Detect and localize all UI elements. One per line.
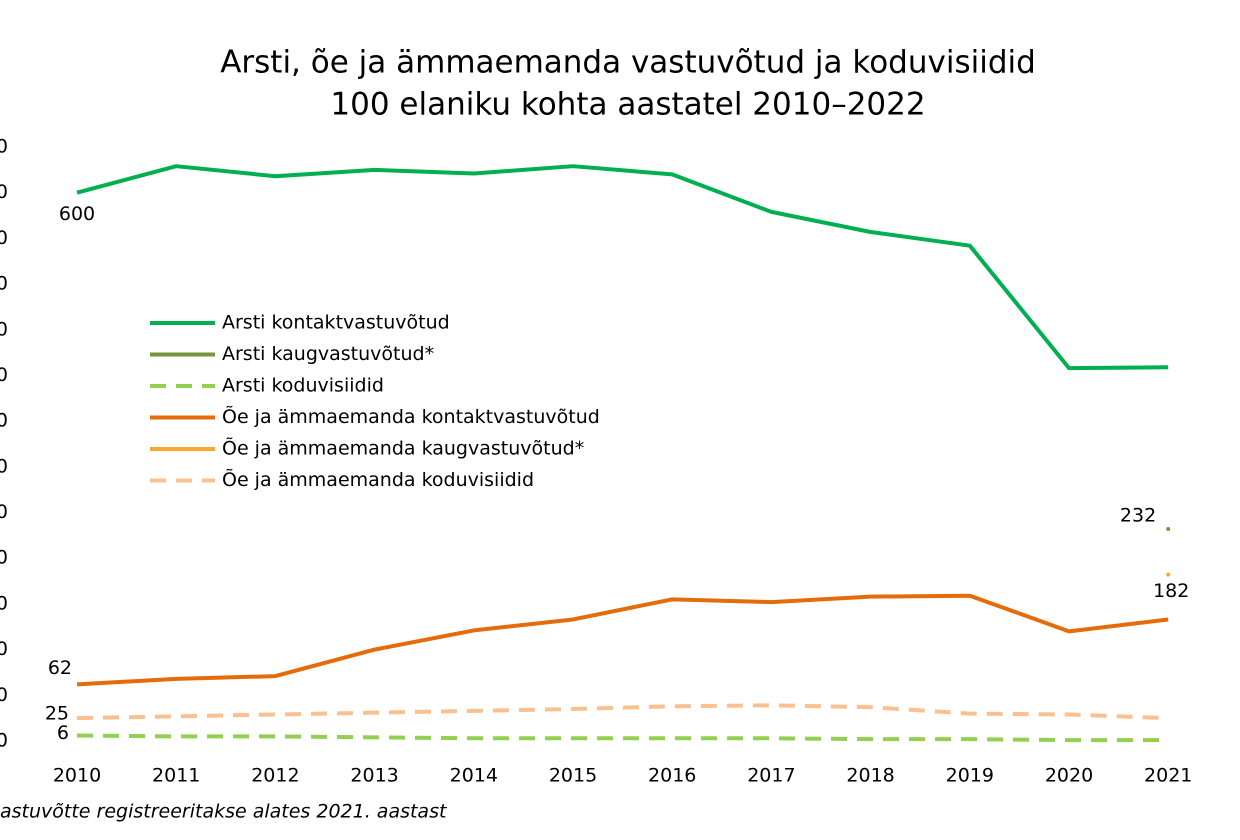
x-tick-label: 2021 (1144, 765, 1192, 787)
series-line (76, 703, 1169, 721)
data-label: 182 (1153, 580, 1189, 602)
y-tick-label: 0 (0, 730, 8, 752)
data-label: 6 (57, 722, 69, 744)
series-point (1166, 526, 1171, 531)
series-line (76, 593, 1169, 687)
chart-subtitle: 100 elaniku kohta aastatel 2010–2022 (330, 87, 925, 123)
x-tick-label: 2016 (648, 765, 696, 787)
y-tick-label: 100 (0, 638, 8, 660)
x-tick-label: 2020 (1045, 765, 1093, 787)
data-label: 232 (1120, 504, 1156, 526)
series-line (76, 733, 1169, 743)
y-tick-label: 150 (0, 592, 8, 614)
y-tick-label: 250 (0, 501, 8, 523)
y-tick-label: 300 (0, 455, 8, 477)
x-tick-label: 2015 (549, 765, 597, 787)
legend-label: Arsti koduvisiidid (222, 375, 384, 397)
y-tick-label: 50 (0, 684, 8, 706)
x-tick-label: 2018 (846, 765, 894, 787)
y-tick-label: 600 (0, 181, 8, 203)
legend-label: Arsti kontaktvastuvõtud (222, 312, 450, 334)
x-tick-label: 2012 (251, 765, 299, 787)
x-tick-label: 2011 (152, 765, 200, 787)
y-tick-label: 350 (0, 410, 8, 432)
footnote: astuvõtte registreeritakse alates 2021. … (0, 801, 448, 823)
legend-label: Õe ja ämmaemanda kontaktvastuvõtud (222, 405, 600, 428)
series-point (1166, 572, 1171, 577)
y-tick-label: 200 (0, 547, 8, 569)
x-tick-label: 2013 (350, 765, 398, 787)
legend-label: Õe ja ämmaemanda koduvisiidid (222, 468, 534, 491)
legend-label: Arsti kaugvastuvõtud* (222, 343, 434, 365)
data-label: 25 (45, 703, 69, 725)
y-tick-label: 400 (0, 364, 8, 386)
data-label: 600 (59, 203, 95, 225)
y-tick-label: 500 (0, 273, 8, 295)
x-tick-label: 2019 (946, 765, 994, 787)
series-line (76, 164, 1169, 371)
x-tick-label: 2017 (747, 765, 795, 787)
legend-label: Õe ja ämmaemanda kaugvastuvõtud* (222, 437, 584, 460)
y-tick-label: 650 (0, 136, 8, 158)
data-label: 62 (48, 657, 72, 679)
x-tick-label: 2014 (450, 765, 498, 787)
y-tick-label: 550 (0, 227, 8, 249)
x-tick-label: 2010 (53, 765, 101, 787)
y-tick-label: 450 (0, 318, 8, 340)
chart-title: Arsti, õe ja ämmaemanda vastuvõtud ja ko… (220, 45, 1036, 81)
